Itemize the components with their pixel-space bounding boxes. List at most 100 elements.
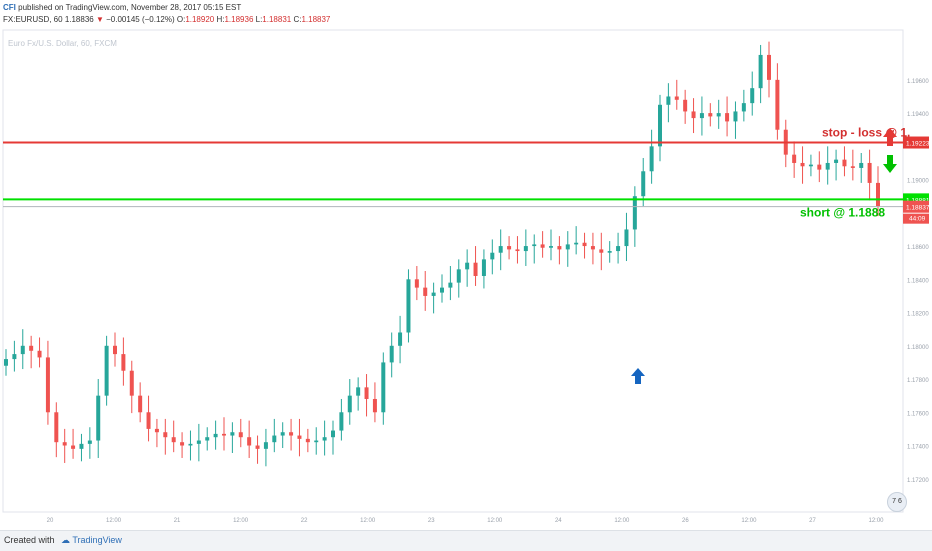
candle[interactable] — [456, 259, 461, 298]
candle[interactable] — [708, 103, 713, 127]
candle[interactable] — [4, 349, 8, 376]
tradingview-badge-icon[interactable]: 7 6 — [887, 492, 907, 512]
candle[interactable] — [859, 152, 864, 183]
candle[interactable] — [146, 395, 151, 442]
candle[interactable] — [180, 432, 185, 458]
candle[interactable] — [121, 337, 126, 386]
candle[interactable] — [867, 149, 872, 201]
candle[interactable] — [582, 232, 587, 259]
candle[interactable] — [649, 129, 654, 184]
candle[interactable] — [280, 422, 285, 449]
plot-area[interactable] — [2, 29, 904, 513]
candle[interactable] — [238, 418, 243, 448]
candle[interactable] — [104, 335, 109, 406]
candle[interactable] — [825, 146, 830, 185]
candle[interactable] — [842, 146, 847, 177]
candle[interactable] — [406, 269, 411, 343]
candle[interactable] — [641, 157, 646, 207]
candle[interactable] — [414, 266, 419, 301]
candle[interactable] — [62, 428, 67, 463]
candle[interactable] — [574, 226, 579, 255]
candle[interactable] — [716, 99, 721, 129]
candle[interactable] — [808, 154, 813, 177]
candle[interactable] — [540, 231, 545, 258]
candle[interactable] — [297, 418, 302, 457]
candle[interactable] — [96, 379, 101, 458]
candle[interactable] — [230, 422, 235, 453]
candle[interactable] — [775, 63, 780, 140]
tradingview-link[interactable]: ☁ TradingView — [61, 535, 122, 545]
candle[interactable] — [834, 149, 839, 181]
candle[interactable] — [725, 96, 730, 137]
candle[interactable] — [54, 402, 59, 458]
candle[interactable] — [356, 377, 361, 411]
candle[interactable] — [196, 423, 201, 462]
candle[interactable] — [683, 89, 688, 124]
candle[interactable] — [699, 96, 704, 136]
candle[interactable] — [263, 428, 268, 467]
candle[interactable] — [289, 418, 294, 451]
candle[interactable] — [171, 420, 176, 453]
candle[interactable] — [481, 249, 486, 289]
candle[interactable] — [624, 212, 629, 262]
candle[interactable] — [255, 435, 260, 464]
candle[interactable] — [305, 428, 310, 453]
candle[interactable] — [205, 427, 210, 451]
candle[interactable] — [247, 420, 252, 458]
candle[interactable] — [691, 98, 696, 134]
candle[interactable] — [523, 229, 528, 267]
candle[interactable] — [876, 166, 880, 217]
candle[interactable] — [733, 101, 738, 139]
candle[interactable] — [549, 229, 553, 261]
candle[interactable] — [431, 282, 436, 314]
candle[interactable] — [398, 315, 403, 364]
candle[interactable] — [222, 417, 226, 451]
candle[interactable] — [372, 382, 377, 423]
candle[interactable] — [71, 428, 76, 459]
candle[interactable] — [473, 246, 478, 286]
price-axis[interactable]: 1.19600 1.19400 1.19000 1.18600 1.18400 1.182… — [907, 79, 929, 484]
candle[interactable] — [607, 241, 612, 263]
candle[interactable] — [448, 266, 453, 301]
candle[interactable] — [12, 340, 17, 372]
candle[interactable] — [79, 433, 84, 462]
candle[interactable] — [750, 71, 755, 116]
candle[interactable] — [347, 379, 352, 425]
candle[interactable] — [45, 340, 50, 425]
time-axis[interactable]: 20 12:00 21 12:00 22 12:00 23 12:00 24 12:00 26 12:… — [47, 518, 885, 524]
candle[interactable] — [213, 420, 218, 450]
candle[interactable] — [616, 232, 621, 264]
candle[interactable] — [129, 360, 134, 414]
candle[interactable] — [490, 239, 495, 275]
candle[interactable] — [339, 398, 344, 441]
candle[interactable] — [565, 231, 570, 267]
candle[interactable] — [29, 335, 34, 369]
candle[interactable] — [423, 271, 428, 311]
publisher-logo[interactable]: CFI — [3, 3, 16, 12]
candle[interactable] — [440, 274, 444, 303]
candle[interactable] — [498, 229, 503, 271]
candle[interactable] — [674, 79, 679, 110]
candle[interactable] — [37, 337, 42, 368]
candle[interactable] — [557, 236, 562, 265]
candle[interactable] — [87, 427, 92, 459]
candle[interactable] — [800, 146, 805, 184]
candle[interactable] — [817, 151, 822, 183]
candle[interactable] — [507, 236, 512, 260]
candle[interactable] — [599, 232, 604, 271]
candle[interactable] — [632, 186, 637, 247]
candle[interactable] — [666, 83, 671, 123]
candle[interactable] — [767, 41, 771, 98]
candle[interactable] — [113, 332, 117, 367]
candle[interactable] — [20, 329, 25, 370]
candle[interactable] — [163, 418, 168, 455]
candle[interactable] — [532, 234, 537, 264]
candle[interactable] — [322, 420, 327, 456]
candle[interactable] — [381, 352, 386, 425]
candle[interactable] — [792, 141, 797, 178]
candle[interactable] — [154, 418, 159, 448]
candle[interactable] — [314, 427, 319, 455]
candle[interactable] — [331, 420, 335, 455]
candle[interactable] — [741, 89, 746, 122]
candle[interactable] — [850, 149, 855, 181]
